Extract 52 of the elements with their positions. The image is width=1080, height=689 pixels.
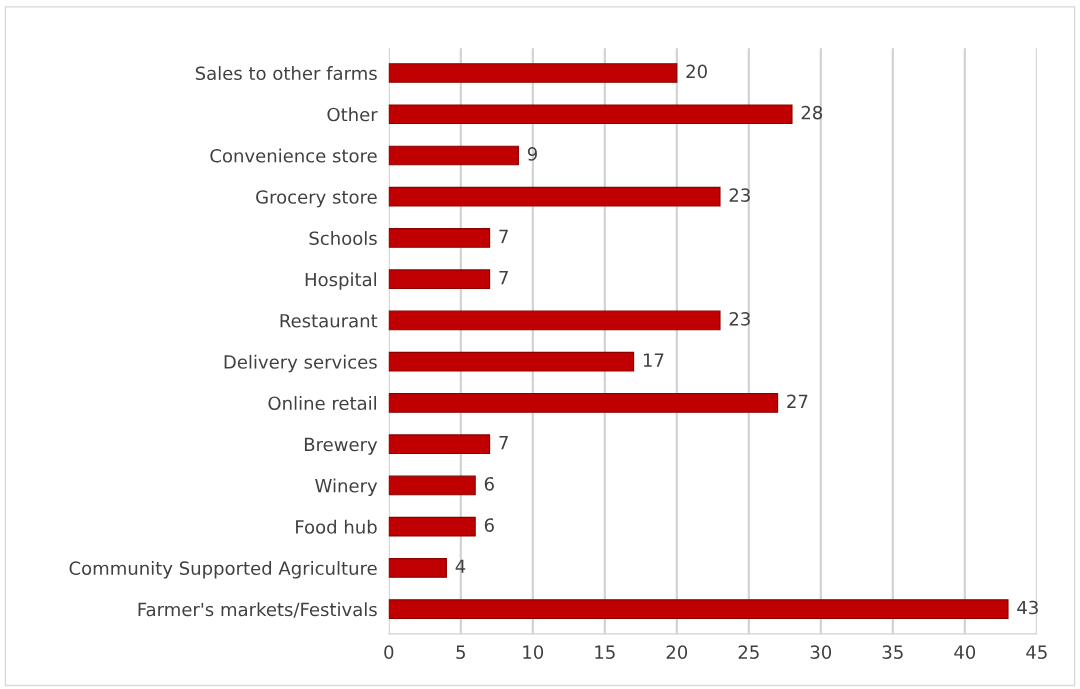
x-tick-label: 25 bbox=[738, 645, 759, 659]
y-tick-label: Community Supported Agriculture bbox=[69, 561, 377, 579]
data-label: 9 bbox=[527, 147, 537, 161]
x-tick-label: 15 bbox=[595, 645, 615, 659]
data-label: 23 bbox=[729, 312, 750, 326]
bar bbox=[388, 475, 476, 496]
data-label: 4 bbox=[455, 559, 466, 573]
bar bbox=[388, 186, 721, 207]
data-label: 27 bbox=[787, 394, 808, 408]
y-tick-label: Grocery store bbox=[256, 190, 377, 208]
data-label: 43 bbox=[1017, 600, 1038, 615]
y-tick-label: Winery bbox=[315, 478, 378, 497]
bar bbox=[388, 104, 793, 125]
y-tick-label: Farmer's markets/Festivals bbox=[138, 602, 377, 618]
bar bbox=[388, 63, 678, 83]
data-label: 7 bbox=[499, 229, 508, 243]
data-label: 7 bbox=[499, 271, 508, 285]
x-tick-label: 40 bbox=[954, 645, 976, 659]
x-tick-label: 5 bbox=[456, 645, 465, 659]
bar bbox=[388, 228, 491, 248]
data-label: 7 bbox=[499, 435, 508, 450]
y-tick-label: Brewery bbox=[304, 437, 378, 455]
data-label: 17 bbox=[643, 353, 664, 367]
y-tick-label: Online retail bbox=[268, 396, 376, 411]
bar bbox=[388, 145, 519, 166]
y-tick-label: Convenience store bbox=[210, 148, 377, 163]
x-tick-label: 20 bbox=[666, 645, 688, 659]
y-tick-label: Food hub bbox=[296, 519, 377, 534]
data-label: 28 bbox=[801, 105, 823, 120]
y-tick-label: Sales to other farms bbox=[195, 66, 377, 81]
bar bbox=[388, 434, 491, 454]
y-tick-label: Delivery services bbox=[224, 354, 377, 373]
bar bbox=[388, 310, 721, 331]
data-label: 23 bbox=[729, 188, 750, 202]
bar bbox=[388, 351, 635, 372]
y-tick-label: Schools bbox=[309, 231, 377, 246]
y-tick-label: Other bbox=[327, 107, 378, 122]
x-tick-label: 10 bbox=[523, 645, 544, 659]
data-label: 20 bbox=[686, 64, 707, 79]
bar bbox=[388, 269, 491, 290]
data-label: 6 bbox=[484, 518, 494, 532]
bar bbox=[388, 558, 447, 578]
data-label: 6 bbox=[484, 476, 494, 491]
y-tick-label: Hospital bbox=[305, 272, 376, 290]
y-tick-label: Restaurant bbox=[280, 314, 378, 328]
bar bbox=[388, 599, 1009, 619]
x-tick-label: 35 bbox=[882, 645, 903, 659]
bar bbox=[388, 393, 779, 413]
x-tick-label: 30 bbox=[810, 645, 832, 659]
x-tick-label: 0 bbox=[384, 645, 394, 659]
bar bbox=[388, 516, 476, 537]
x-tick-label: 45 bbox=[1026, 645, 1047, 659]
